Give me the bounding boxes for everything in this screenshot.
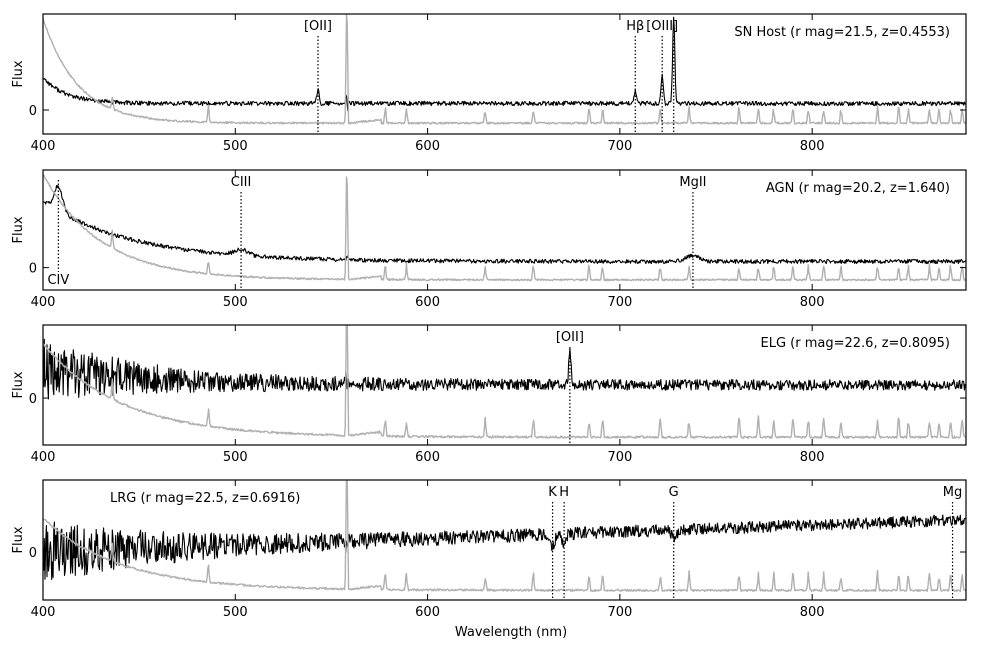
x-tick-label: 500 [223, 139, 248, 154]
y-axis-label: Flux [11, 216, 26, 243]
sky-spectrum-line [43, 480, 966, 592]
x-tick-label: 600 [415, 605, 440, 620]
panel-frame [42, 479, 967, 601]
line-label: G [669, 485, 679, 500]
x-tick-label: 700 [607, 139, 632, 154]
x-tick-label: 800 [800, 605, 825, 620]
panel-frame [42, 13, 967, 135]
x-tick-label: 500 [223, 295, 248, 310]
line-label: Mg [943, 485, 962, 500]
line-label: [OII] [556, 330, 584, 345]
sky-spectrum-line [43, 174, 966, 282]
x-tick-label: 400 [31, 450, 56, 465]
panel-title: SN Host (r mag=21.5, z=0.4553) [734, 25, 950, 40]
object-spectrum-line [43, 184, 966, 265]
line-label: Hβ [626, 19, 644, 34]
line-label: K [548, 485, 557, 500]
panel-title: LRG (r mag=22.5, z=0.6916) [110, 491, 300, 506]
x-tick-label: 400 [31, 605, 56, 620]
x-tick-label: 400 [31, 139, 56, 154]
x-tick-label: 700 [607, 605, 632, 620]
x-tick-label: 800 [800, 139, 825, 154]
x-tick-label: 600 [415, 139, 440, 154]
x-tick-label: 800 [800, 450, 825, 465]
x-tick-label: 600 [415, 450, 440, 465]
y-axis-label: Flux [11, 371, 26, 398]
panel-plot-area [43, 480, 966, 592]
y-tick-label: 0 [29, 392, 37, 407]
y-axis-label: Flux [11, 526, 26, 553]
panel-title: ELG (r mag=22.6, z=0.8095) [761, 336, 950, 351]
x-tick-label: 400 [31, 295, 56, 310]
line-label: CIV [47, 273, 69, 288]
object-spectrum-line [43, 514, 966, 581]
line-label: [OIII] [646, 19, 678, 34]
line-label: H [559, 485, 569, 500]
panel-frame [42, 169, 967, 291]
panel-title: AGN (r mag=20.2, z=1.640) [766, 181, 950, 196]
line-label: CIII [231, 175, 252, 190]
x-tick-label: 600 [415, 295, 440, 310]
y-tick-label: 0 [29, 104, 37, 119]
panel-plot-area [43, 14, 966, 125]
y-axis-label: Flux [11, 60, 26, 87]
x-tick-label: 500 [223, 605, 248, 620]
spectrum-panel-2: CIV CIII MgII 400 500 600 700 800 0 Flux AGN (r ma… [11, 169, 967, 310]
panel-plot-area [43, 325, 966, 439]
x-tick-label: 700 [607, 450, 632, 465]
spectrum-panel-1: [OII] Hβ [OIII] 400 500 600 700 800 0 Flux SN Host… [11, 13, 967, 154]
x-tick-label: 500 [223, 450, 248, 465]
y-tick-label: 0 [29, 546, 37, 561]
object-spectrum-line [43, 16, 966, 112]
line-label: [OII] [304, 19, 332, 34]
panel-plot-area [43, 174, 966, 282]
x-axis-label: Wavelength (nm) [455, 625, 567, 640]
sky-spectrum-line [43, 14, 966, 125]
object-spectrum-line [43, 338, 966, 400]
line-label: MgII [679, 175, 706, 190]
y-tick-label: 0 [29, 262, 37, 277]
x-tick-label: 800 [800, 295, 825, 310]
sky-spectrum-line [43, 325, 966, 439]
x-tick-label: 700 [607, 295, 632, 310]
panel-frame [42, 324, 967, 446]
